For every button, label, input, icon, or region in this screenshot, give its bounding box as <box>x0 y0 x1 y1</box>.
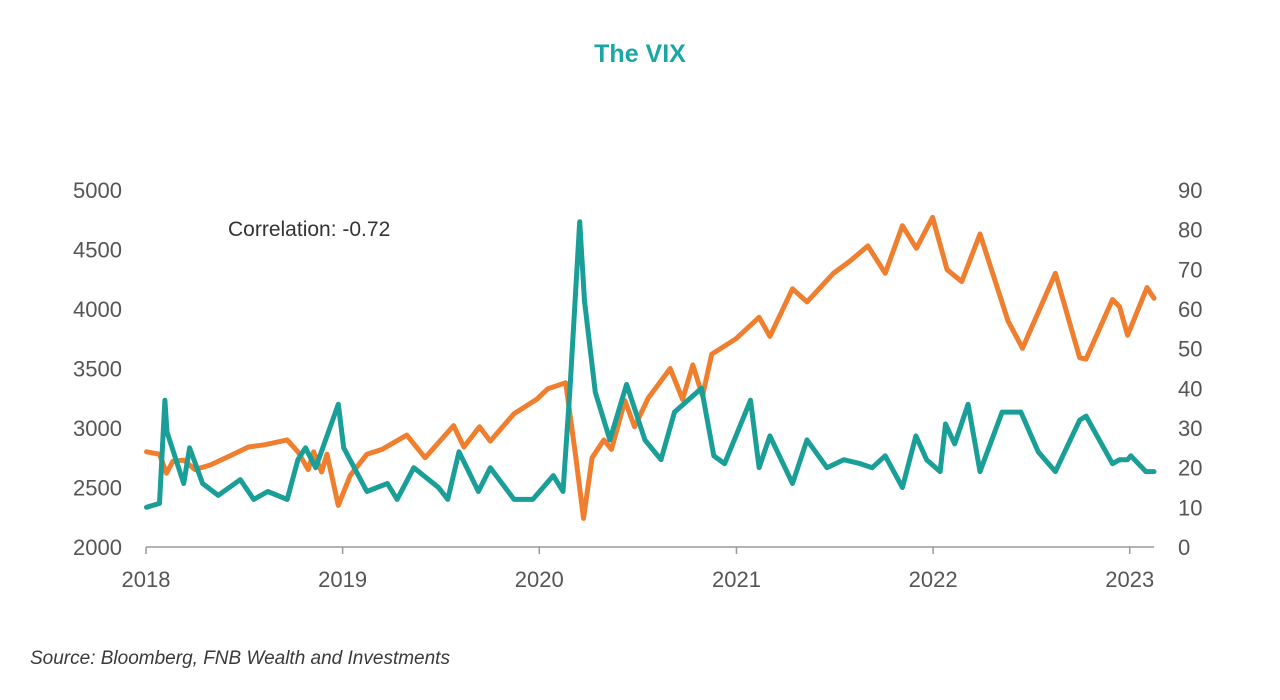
x-axis-ticks: 2018 2019 2020 2021 2022 2023 <box>122 547 1154 592</box>
left-y-axis-ticks: 2000 2500 3000 3500 4000 4500 5000 <box>73 178 122 560</box>
index-series-line <box>144 214 1157 521</box>
right-y-tick-label: 30 <box>1178 416 1202 441</box>
right-y-tick-label: 20 <box>1178 456 1202 481</box>
left-y-tick-label: 3500 <box>73 357 122 382</box>
vix-series-line <box>144 219 1157 510</box>
left-y-tick-label: 2500 <box>73 476 122 501</box>
series-layer <box>144 214 1157 521</box>
correlation-annotation: Correlation: -0.72 <box>228 218 390 241</box>
x-tick-label: 2021 <box>712 567 761 592</box>
chart-title: The VIX <box>594 40 686 68</box>
left-y-tick-label: 3000 <box>73 416 122 441</box>
x-tick-label: 2022 <box>909 567 958 592</box>
left-y-tick-label: 5000 <box>73 178 122 203</box>
right-y-tick-label: 60 <box>1178 297 1202 322</box>
x-tick-label: 2018 <box>122 567 171 592</box>
left-y-tick-label: 2000 <box>73 535 122 560</box>
left-y-tick-label: 4000 <box>73 297 122 322</box>
right-y-axis-ticks: 0 10 20 30 40 50 60 70 80 90 <box>1178 178 1202 560</box>
right-y-tick-label: 50 <box>1178 337 1202 362</box>
x-tick-label: 2019 <box>318 567 367 592</box>
right-y-tick-label: 10 <box>1178 495 1202 520</box>
left-y-tick-label: 4500 <box>73 238 122 263</box>
right-y-tick-label: 80 <box>1178 218 1202 243</box>
x-tick-label: 2023 <box>1105 567 1154 592</box>
x-tick-label: 2020 <box>515 567 564 592</box>
right-y-tick-label: 70 <box>1178 257 1202 282</box>
right-y-tick-label: 40 <box>1178 376 1202 401</box>
source-note: Source: Bloomberg, FNB Wealth and Invest… <box>30 648 450 669</box>
right-y-tick-label: 90 <box>1178 178 1202 203</box>
right-y-tick-label: 0 <box>1178 535 1190 560</box>
